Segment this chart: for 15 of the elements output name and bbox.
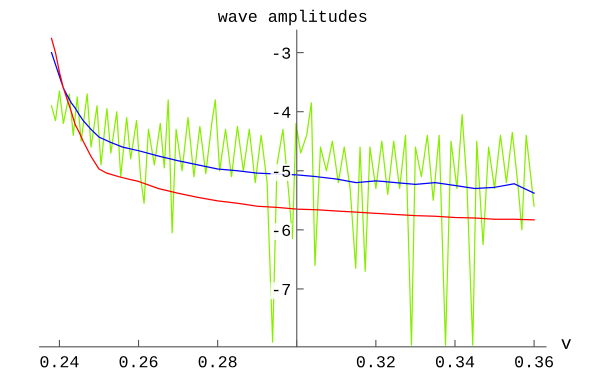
x-tick-label: 0.24 xyxy=(40,356,79,368)
y-tick-label: -6 xyxy=(274,224,290,236)
x-tick-label: 0.32 xyxy=(356,356,395,368)
y-tick-label: -7 xyxy=(274,284,290,295)
x-tick-label: 0.26 xyxy=(120,356,158,368)
line-series xyxy=(50,90,535,346)
x-tick-label: 0.28 xyxy=(198,356,237,368)
x-tick-label: 0.36 xyxy=(515,356,554,368)
x-tick-label: 0.34 xyxy=(436,356,474,368)
y-tick-label: -4 xyxy=(274,106,290,118)
chart-title: wave amplitudes xyxy=(218,10,366,26)
x-axis-title: v xyxy=(561,339,571,349)
y-tick-label: -5 xyxy=(274,166,290,177)
line-series xyxy=(50,38,535,220)
y-tick-label: -3 xyxy=(274,48,290,59)
